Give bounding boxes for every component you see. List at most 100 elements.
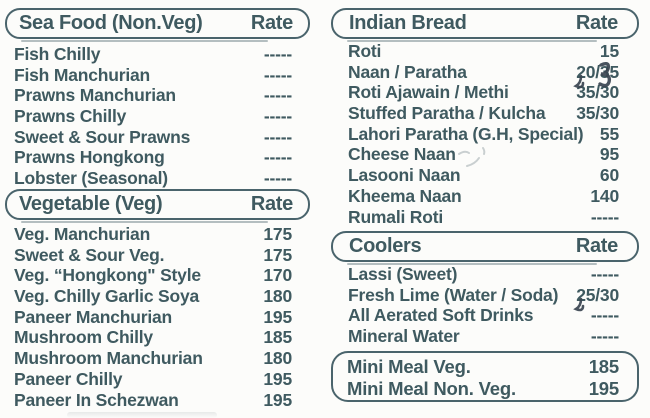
section-header-seafood: Sea Food (Non.Veg) Rate bbox=[5, 8, 310, 42]
item-name: Roti bbox=[348, 41, 382, 61]
menu-item-row: Prawns Manchurian ----- bbox=[5, 85, 310, 106]
menu-item-row: Paneer In Schezwan 195 bbox=[5, 390, 310, 411]
item-rate: 175 bbox=[263, 224, 292, 244]
item-name: Roti Ajawain / Methi bbox=[348, 82, 509, 103]
menu-item-row: Naan / Paratha 20/35 bbox=[331, 61, 639, 88]
item-rate: ----- bbox=[263, 126, 292, 147]
item-rate: 185 bbox=[263, 327, 292, 348]
menu-item-row: Prawns Hongkong ----- bbox=[5, 147, 310, 168]
item-rate: ----- bbox=[263, 64, 292, 85]
menu-column-right: Indian Bread Rate Roti 15 Naan / Paratha… bbox=[331, 0, 639, 418]
menu-item-row: Mushroom Manchurian 180 bbox=[5, 348, 310, 369]
item-name: Lobster (Seasonal) bbox=[14, 168, 168, 189]
item-rate: 55 bbox=[599, 123, 619, 144]
menu-item-row: Lasooni Naan 60 bbox=[331, 165, 639, 186]
item-name: Mini Meal Veg. bbox=[347, 356, 471, 377]
item-rate: ----- bbox=[590, 206, 619, 227]
item-rate: ----- bbox=[590, 305, 619, 326]
mini-meal-box: Mini Meal Veg. 185 Mini Meal Non. Veg. 1… bbox=[331, 351, 639, 402]
menu-column-left: Sea Food (Non.Veg) Rate Fish Chilly ----… bbox=[5, 0, 310, 418]
menu-item-row: Cheese Naan 95 bbox=[331, 144, 639, 165]
item-rate: 180 bbox=[263, 348, 292, 369]
item-name: Veg. “Hongkong" Style bbox=[14, 265, 201, 286]
rate-label: Rate bbox=[575, 235, 618, 257]
rate-label: Rate bbox=[250, 12, 293, 34]
item-rate: 20/35 bbox=[573, 61, 619, 88]
item-name: Mushroom Chilly bbox=[14, 327, 153, 348]
menu-item-row: Kheema Naan 140 bbox=[331, 186, 639, 207]
item-name: Lasooni Naan bbox=[348, 165, 461, 186]
item-name: Prawns Chilly bbox=[14, 106, 127, 127]
item-name: Paneer Manchurian bbox=[14, 306, 173, 327]
item-rate: 35/30 bbox=[576, 82, 619, 103]
item-name: Veg. Manchurian bbox=[14, 224, 151, 244]
seafood-item-list: Fish Chilly ----- Fish Manchurian ----- … bbox=[5, 44, 310, 189]
item-name: Fish Manchurian bbox=[14, 64, 151, 85]
item-rate: 195 bbox=[263, 306, 292, 327]
item-rate: 195 bbox=[263, 368, 292, 389]
menu-item-row: Lobster (Seasonal) ----- bbox=[5, 168, 310, 189]
section-title: Sea Food (Non.Veg) bbox=[19, 12, 203, 34]
item-name: Veg. Chilly Garlic Soya bbox=[14, 286, 200, 307]
item-rate: 60 bbox=[599, 165, 619, 186]
menu-item-row: Mini Meal Veg. 185 bbox=[333, 356, 637, 378]
item-rate: 195 bbox=[263, 389, 292, 410]
menu-item-row: Mushroom Chilly 185 bbox=[5, 327, 310, 348]
section-header-bread: Indian Bread Rate bbox=[331, 8, 639, 42]
item-name: Naan / Paratha bbox=[348, 61, 467, 82]
item-name: Prawns Manchurian bbox=[14, 85, 176, 106]
section-title: Vegetable (Veg) bbox=[19, 193, 163, 215]
menu-item-row: Prawns Chilly ----- bbox=[5, 106, 310, 127]
menu-item-row: Stuffed Paratha / Kulcha 35/30 bbox=[331, 103, 639, 124]
menu-item-row: Paneer Manchurian 195 bbox=[5, 307, 310, 328]
item-rate: ----- bbox=[263, 44, 292, 64]
item-name: Rumali Roti bbox=[348, 206, 444, 227]
item-rate: ----- bbox=[263, 168, 292, 189]
item-rate: ----- bbox=[590, 264, 619, 284]
rate-label: Rate bbox=[575, 12, 618, 34]
menu-item-row: Lassi (Sweet) ----- bbox=[331, 264, 639, 285]
item-name: Fresh Lime (Water / Soda) bbox=[348, 284, 559, 305]
menu-item-row: Mini Meal Non. Veg. 195 bbox=[333, 378, 637, 400]
item-rate: ----- bbox=[263, 85, 292, 106]
menu-item-row: Fish Manchurian ----- bbox=[5, 65, 310, 86]
scan-artifact bbox=[67, 412, 217, 418]
item-rate: 140 bbox=[590, 185, 619, 206]
item-name: Prawns Hongkong bbox=[14, 147, 165, 168]
menu-item-row: Veg. Chilly Garlic Soya 180 bbox=[5, 286, 310, 307]
item-name: Mineral Water bbox=[348, 326, 460, 347]
item-name: Paneer In Schezwan bbox=[14, 389, 179, 410]
item-name: All Aerated Soft Drinks bbox=[348, 305, 534, 326]
coolers-item-list: Lassi (Sweet) ----- Fresh Lime (Water / … bbox=[331, 264, 639, 347]
menu-item-row: Lahori Paratha (G.H, Special) 55 bbox=[331, 124, 639, 145]
menu-item-row: Roti Ajawain / Methi 35/30 bbox=[331, 82, 639, 103]
item-name: Stuffed Paratha / Kulcha bbox=[348, 103, 546, 124]
item-rate: 95 bbox=[599, 144, 619, 165]
item-name: Kheema Naan bbox=[348, 185, 462, 206]
item-rate: 180 bbox=[263, 286, 292, 307]
menu-item-row: Veg. Manchurian 175 bbox=[5, 224, 310, 245]
menu-item-row: Sweet & Sour Prawns ----- bbox=[5, 127, 310, 148]
bread-item-list: Roti 15 Naan / Paratha 20/35 Roti Ajawai… bbox=[331, 41, 639, 227]
item-rate: 195 bbox=[588, 377, 619, 399]
item-name: Cheese Naan bbox=[348, 144, 456, 165]
item-name: Fish Chilly bbox=[14, 44, 101, 64]
vegetable-item-list: Veg. Manchurian 175 Sweet & Sour Veg. 17… bbox=[5, 224, 310, 410]
item-name: Paneer Chilly bbox=[14, 368, 123, 389]
item-name: Mushroom Manchurian bbox=[14, 348, 203, 369]
item-rate: ----- bbox=[263, 106, 292, 127]
section-title: Indian Bread bbox=[349, 12, 467, 34]
item-rate: 35/30 bbox=[576, 103, 619, 124]
rate-label: Rate bbox=[250, 193, 293, 215]
item-rate: 185 bbox=[588, 356, 619, 377]
item-rate: 170 bbox=[263, 265, 292, 286]
menu-item-row: Fresh Lime (Water / Soda) 25/30 bbox=[331, 284, 639, 311]
item-name: Lassi (Sweet) bbox=[348, 264, 458, 284]
item-name: Mini Meal Non. Veg. bbox=[347, 377, 516, 399]
item-name: Lahori Paratha (G.H, Special) bbox=[348, 123, 584, 144]
item-rate: ----- bbox=[590, 326, 619, 347]
menu-item-row: Paneer Chilly 195 bbox=[5, 369, 310, 390]
menu-item-row: All Aerated Soft Drinks ----- bbox=[331, 305, 639, 326]
menu-item-row: Fish Chilly ----- bbox=[5, 44, 310, 65]
